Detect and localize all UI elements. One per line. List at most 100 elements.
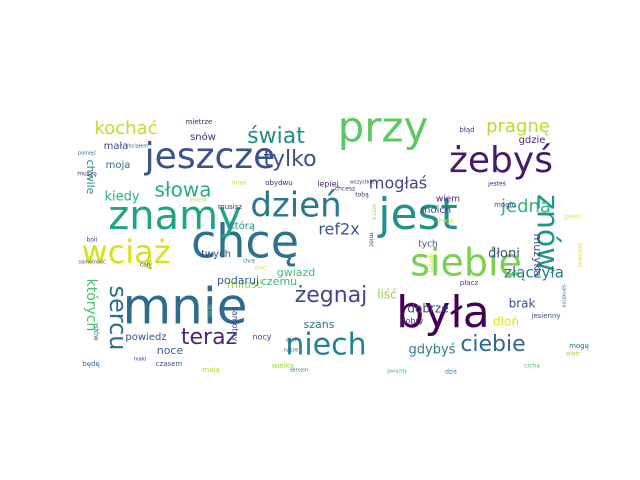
cloud-word: ciebie: [460, 332, 525, 357]
cloud-word: mogę: [569, 342, 589, 350]
cloud-word: cicha: [524, 363, 540, 370]
cloud-word: niech: [285, 328, 366, 363]
cloud-word: jedna: [500, 196, 551, 217]
cloud-word: nocy: [252, 333, 271, 342]
cloud-word: cały: [140, 262, 153, 269]
cloud-word: dobrze: [407, 302, 448, 316]
cloud-word: kochać: [94, 118, 157, 139]
cloud-word: słów: [92, 325, 100, 341]
cloud-word: podaruj: [217, 274, 259, 287]
cloud-word: dłoń: [493, 315, 519, 329]
cloud-word: mają: [202, 366, 219, 374]
cloud-word: gdzie: [519, 135, 546, 146]
cloud-word: boli: [87, 237, 98, 244]
cloud-word: sercu: [104, 285, 132, 350]
cloud-word: czasem: [156, 360, 183, 368]
cloud-word: dziś: [445, 369, 457, 376]
cloud-word: dobry: [400, 317, 423, 326]
cloud-word: twych: [201, 249, 231, 260]
cloud-word: chcesz: [335, 186, 355, 193]
cloud-word: wiem: [436, 195, 460, 205]
cloud-word: obydwu: [265, 179, 292, 187]
cloud-word: sam: [286, 338, 297, 344]
cloud-word: liść: [377, 288, 397, 302]
cloud-word: słowa: [155, 178, 212, 202]
cloud-word: wciąż: [81, 233, 170, 271]
cloud-word: kiedy: [104, 190, 139, 205]
cloud-word: powiedz: [125, 332, 166, 343]
cloud-word: moja: [106, 160, 131, 171]
cloud-word: których: [83, 279, 99, 332]
cloud-word: znamy: [108, 193, 242, 239]
cloud-word: gwiazd: [277, 266, 316, 279]
cloud-word: jesteś: [487, 181, 506, 188]
cloud-word: błąd: [459, 126, 474, 134]
cloud-word: pieśń: [565, 214, 581, 221]
cloud-word: samotny: [231, 307, 240, 342]
cloud-word: szans: [304, 318, 335, 331]
cloud-word: wszystkie: [350, 180, 374, 186]
cloud-word: miłość: [227, 278, 262, 291]
cloud-word: teraz: [181, 325, 237, 350]
cloud-word: którą: [229, 220, 255, 232]
cloud-word: chciałem: [126, 144, 149, 150]
cloud-word: jesienny: [530, 312, 560, 320]
cloud-word: żebyś: [449, 140, 553, 181]
cloud-word: serca: [371, 204, 378, 220]
cloud-word: wielką: [272, 362, 294, 370]
cloud-word: sercem: [290, 368, 308, 374]
cloud-word: gdybyś: [409, 343, 456, 358]
cloud-word: gorzej: [428, 254, 435, 273]
cloud-word: przy: [338, 103, 429, 152]
cloud-word: brak: [509, 297, 536, 311]
cloud-word: jestem: [189, 198, 207, 204]
cloud-word: płacz: [460, 279, 479, 287]
cloud-word: moje: [232, 180, 247, 187]
cloud-word: droga: [436, 218, 454, 225]
cloud-word: żegnaj: [295, 283, 368, 308]
cloud-word: tylko: [263, 147, 316, 172]
cloud-word: mało: [134, 357, 146, 363]
cloud-word: dłoni: [488, 247, 520, 262]
cloud-word: czemu: [261, 275, 297, 288]
cloud-word: nasze: [284, 348, 299, 354]
cloud-word: tobą: [355, 192, 369, 199]
cloud-word: pamięć: [78, 150, 97, 157]
cloud-word: chcę: [243, 259, 255, 265]
cloud-word: zostawiać: [577, 243, 584, 268]
cloud-word: była: [396, 287, 489, 338]
cloud-word: mnie: [122, 278, 247, 336]
cloud-word: jeszcze: [144, 136, 276, 177]
cloud-word: dzień: [250, 186, 341, 226]
cloud-word: snów: [190, 131, 216, 143]
cloud-word: złączyła: [504, 264, 564, 282]
cloud-word: grać: [207, 304, 214, 317]
cloud-word: siebie: [410, 241, 522, 285]
cloud-word: wiatr: [565, 351, 581, 358]
cloud-word: moich: [421, 205, 451, 216]
cloud-word: tych: [418, 240, 438, 250]
cloud-word: lepiej: [317, 180, 339, 189]
cloud-word: mała: [104, 141, 129, 152]
cloud-word: chwile: [84, 160, 97, 195]
cloud-word: mieć: [368, 233, 375, 248]
cloud-word: samotnie: [561, 284, 567, 307]
cloud-word: muszę: [77, 171, 97, 178]
cloud-word: noce: [157, 344, 184, 357]
cloud-word: mogło: [494, 201, 516, 209]
cloud-word: znów: [530, 194, 565, 272]
cloud-word: będę: [82, 360, 100, 368]
cloud-word: muzyka: [531, 234, 544, 277]
cloud-word: lśnić: [254, 265, 266, 272]
cloud-word: mogłaś: [369, 174, 427, 193]
cloud-word: chcę: [191, 215, 299, 269]
cloud-word: samotność: [78, 259, 105, 266]
cloud-word: pragnę: [486, 116, 550, 137]
cloud-word: musisz: [218, 203, 242, 211]
cloud-word: ref2x: [318, 220, 359, 239]
cloud-word: świat: [247, 124, 305, 149]
cloud-word: gwiazdy: [387, 369, 408, 375]
cloud-word: jest: [377, 189, 457, 240]
cloud-word: mietrze: [186, 118, 213, 126]
